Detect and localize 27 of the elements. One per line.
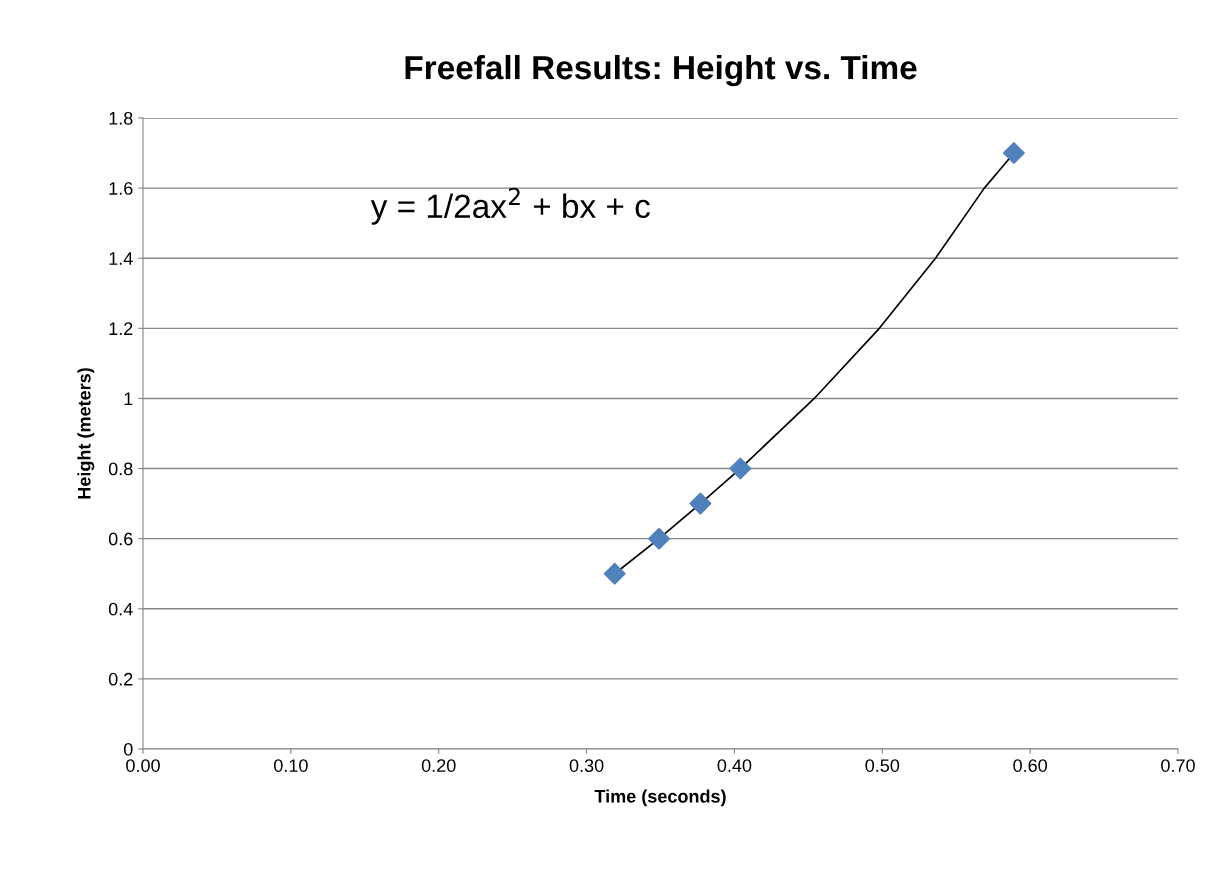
y-tick-label: 0.6: [108, 532, 133, 546]
y-tick-label: 1.6: [109, 182, 133, 195]
annotation: y = 1/2ax$^{2}$ + bx + c: [370, 187, 650, 225]
point: [648, 527, 671, 550]
x-tick-label: 0.20: [421, 759, 456, 772]
x-tick-label: 0.40: [717, 759, 752, 772]
y-tick-label: 1: [124, 392, 133, 405]
x-tick-label: 0.00: [126, 759, 160, 772]
x-axis-title: Time (seconds): [594, 789, 726, 807]
y-tick-label: 0: [123, 742, 133, 756]
y-tick-label: 1.4: [109, 252, 133, 265]
x-tick-label: 0.50: [865, 759, 900, 772]
x-tick-label: 0.60: [1013, 759, 1048, 772]
y-tick-label: 0.8: [108, 462, 133, 476]
point: [729, 457, 752, 480]
y-tick-label: 1.2: [109, 322, 133, 335]
x-tick-label: 0.70: [1161, 759, 1195, 772]
x-tick-label: 0.10: [273, 759, 308, 772]
chart-title: Freefall Results: Height vs. Time: [405, 54, 917, 87]
point: [1002, 142, 1025, 165]
y-axis-title: Height (meters): [77, 368, 95, 499]
y-tick-label: 1.8: [109, 111, 133, 125]
point: [603, 562, 626, 585]
point: [689, 492, 712, 515]
y-tick-label: 0.4: [108, 602, 133, 616]
y-tick-label: 0.2: [108, 672, 133, 686]
x-tick-label: 0.30: [569, 759, 604, 772]
